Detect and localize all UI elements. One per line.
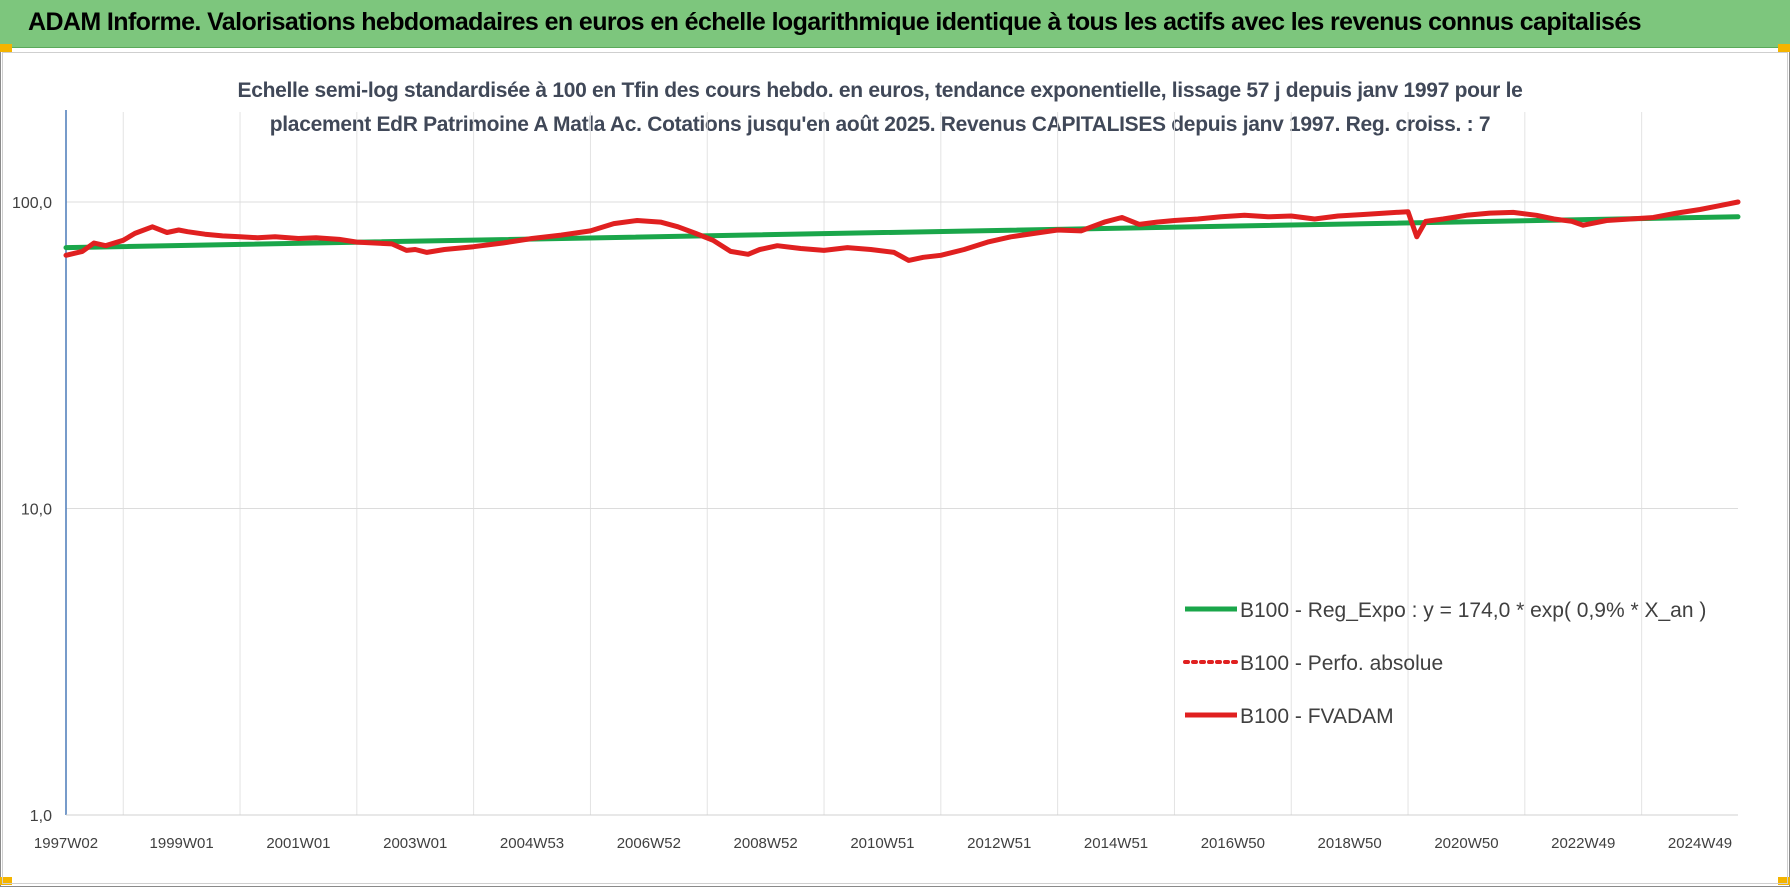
header-banner: ADAM Informe. Valorisations hebdomadaire… bbox=[0, 0, 1790, 48]
x-tick-label: 2018W50 bbox=[1318, 835, 1382, 852]
corner-marker bbox=[1778, 877, 1790, 885]
x-tick-label: 2024W49 bbox=[1668, 835, 1732, 852]
corner-marker bbox=[0, 877, 12, 885]
legend-label-0: B100 - Reg_Expo : y = 174,0 * exp( 0,9% … bbox=[1240, 599, 1706, 622]
x-tick-label: 2020W50 bbox=[1434, 835, 1498, 852]
series-layer bbox=[63, 199, 1741, 263]
y-tick-label: 10,0 bbox=[21, 502, 52, 519]
chart-title-line1: Echelle semi-log standardisée à 100 en T… bbox=[237, 79, 1523, 102]
x-tick-label: 2008W52 bbox=[734, 835, 798, 852]
x-tick-label: 1999W01 bbox=[150, 835, 214, 852]
grid bbox=[66, 112, 1738, 816]
legend-label-2: B100 - FVADAM bbox=[1240, 705, 1394, 728]
x-tick-label: 2006W52 bbox=[617, 835, 681, 852]
x-tick-label: 2016W50 bbox=[1201, 835, 1265, 852]
x-tick-label: 2014W51 bbox=[1084, 835, 1148, 852]
axes: 100,0 10,0 1,0 1997W02 1999W01 2001W01 2003W01… bbox=[12, 110, 1738, 852]
x-tick-label: 2012W51 bbox=[967, 835, 1031, 852]
corner-marker bbox=[0, 44, 12, 52]
series-line-0 bbox=[63, 214, 1741, 251]
legend: B100 - Reg_Expo : y = 174,0 * exp( 0,9% … bbox=[1183, 599, 1706, 728]
page-title: ADAM Informe. Valorisations hebdomadaire… bbox=[28, 8, 1642, 36]
y-tick-label: 100,0 bbox=[12, 195, 52, 212]
x-tick-label: 2001W01 bbox=[266, 835, 330, 852]
corner-marker bbox=[1778, 44, 1790, 52]
x-tick-label: 2004W53 bbox=[500, 835, 564, 852]
x-tick-label: 2010W51 bbox=[850, 835, 914, 852]
chart-title-line2: placement EdR Patrimoine A Matla Ac. Cot… bbox=[269, 113, 1491, 136]
y-tick-label: 1,0 bbox=[30, 808, 52, 825]
legend-label-1: B100 - Perfo. absolue bbox=[1240, 652, 1443, 675]
series-line-2 bbox=[63, 199, 1741, 263]
x-tick-label: 1997W02 bbox=[34, 835, 98, 852]
x-tick-label: 2003W01 bbox=[383, 835, 447, 852]
chart-area-border bbox=[2, 52, 1788, 884]
x-tick-label: 2022W49 bbox=[1551, 835, 1615, 852]
